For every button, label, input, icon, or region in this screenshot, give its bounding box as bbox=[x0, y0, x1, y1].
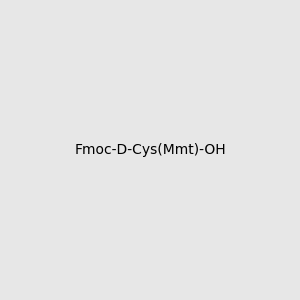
Text: Fmoc-D-Cys(Mmt)-OH: Fmoc-D-Cys(Mmt)-OH bbox=[74, 143, 226, 157]
